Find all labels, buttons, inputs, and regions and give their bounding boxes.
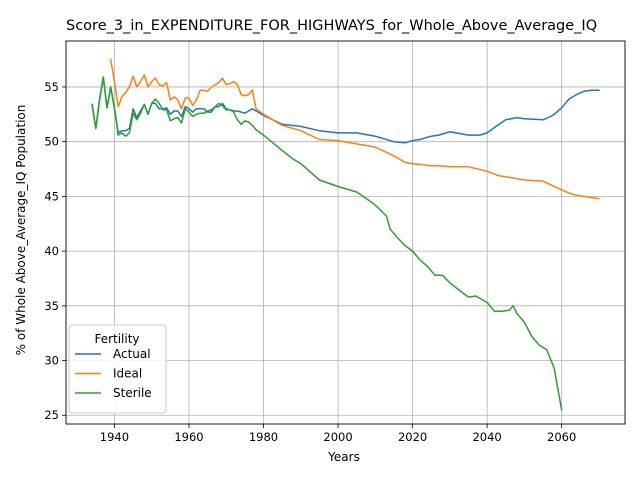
x-tick-label: 2040	[472, 430, 501, 444]
y-tick-label: 45	[44, 189, 59, 203]
y-tick-label: 50	[44, 135, 59, 149]
legend-entries: Actual Ideal Sterile	[75, 347, 152, 400]
x-tick-label: 2000	[323, 430, 352, 444]
legend-label-ideal: Ideal	[113, 367, 142, 381]
y-tick-label: 30	[44, 354, 59, 368]
y-tick-label: 55	[44, 80, 59, 94]
legend-label-sterile: Sterile	[113, 386, 152, 400]
y-tick-label: 35	[44, 299, 59, 313]
y-tick-label: 25	[44, 408, 59, 422]
y-tick-label: 40	[44, 244, 59, 258]
x-tick-label: 2060	[547, 430, 576, 444]
x-tick-label: 2020	[398, 430, 427, 444]
x-tick-label: 1940	[100, 430, 129, 444]
legend: Fertility Actual Ideal Sterile	[68, 324, 167, 414]
chart-title: Score_3_in_EXPENDITURE_FOR_HIGHWAYS_for_…	[66, 18, 597, 34]
legend-label-actual: Actual	[113, 347, 151, 361]
series-line-sterile	[91, 76, 563, 411]
y-axis-label: % of Whole Above_Average_IQ Population	[14, 105, 28, 356]
series-layer	[91, 58, 600, 411]
x-tick-label: 1960	[174, 430, 203, 444]
x-tick-label: 1980	[249, 430, 278, 444]
y-axis-ticks: 25 30 35 40 45 50 55	[44, 80, 66, 422]
x-axis-label: Years	[327, 450, 360, 464]
legend-title: Fertility	[94, 332, 139, 346]
x-axis-ticks: 1940 1960 1980 2000 2020 2040 2060	[100, 424, 576, 444]
series-line-ideal	[109, 58, 600, 200]
plot-frame	[65, 40, 626, 425]
legend-box	[68, 324, 167, 414]
